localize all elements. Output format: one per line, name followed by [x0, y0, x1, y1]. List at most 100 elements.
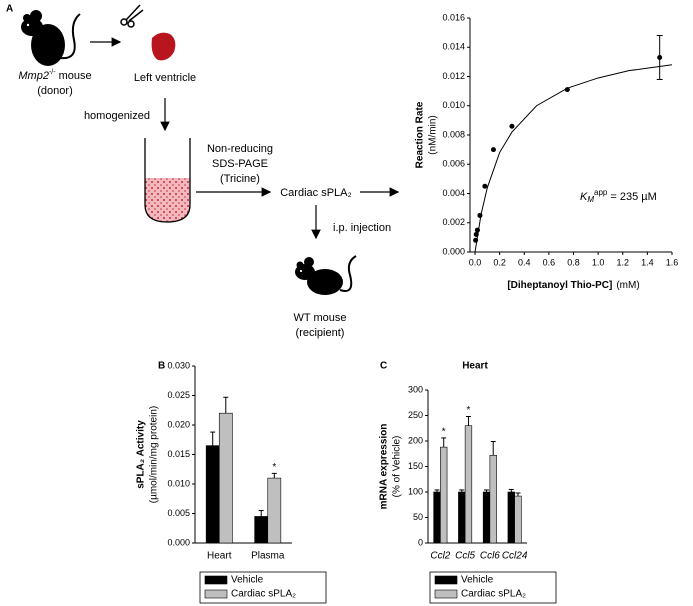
- legend-swatch: [434, 589, 458, 599]
- step-label: i.p. injection: [333, 222, 391, 234]
- x-axis-unit: (mM): [616, 280, 639, 291]
- y-tick-label: 0.030: [167, 360, 190, 370]
- donor-role: (donor): [37, 85, 72, 97]
- y-tick-label: 0.020: [167, 419, 190, 429]
- significance: *: [272, 462, 276, 473]
- step-label: (Tricine): [220, 173, 260, 185]
- y-tick-label: 0.008: [442, 129, 465, 139]
- y-axis-label: (µmol/min/mg protein): [149, 406, 160, 503]
- bar: [514, 495, 522, 544]
- data-point: [490, 147, 496, 153]
- x-tick-label: 1.4: [641, 257, 654, 267]
- data-point: [474, 227, 480, 233]
- data-point: [509, 123, 515, 129]
- x-tick-label: 0.2: [493, 257, 506, 267]
- y-axis-label: mRNA expression: [379, 424, 390, 510]
- bar: [464, 425, 473, 544]
- recipient-role: (recipient): [296, 327, 345, 339]
- y-tick-label: 0.012: [442, 71, 465, 81]
- annotation-rest: = 235 µM: [610, 191, 656, 203]
- bar: [218, 412, 233, 544]
- y-tick-label: 0.015: [167, 449, 190, 459]
- bar: [254, 516, 269, 544]
- annotation-sub: M: [587, 195, 594, 204]
- data-point: [477, 212, 483, 218]
- y-tick-label: 0.010: [167, 478, 190, 488]
- annotation-text: K: [580, 191, 588, 203]
- y-tick-label: 0.016: [442, 12, 465, 22]
- x-tick-label: 1.0: [592, 257, 605, 267]
- genotype: -/-: [49, 69, 56, 76]
- bar: [458, 491, 466, 544]
- tube-contents: [145, 178, 190, 222]
- chart-title: Heart: [462, 361, 488, 372]
- step-label: SDS-PAGE: [212, 158, 268, 170]
- heart-icon: [151, 32, 176, 61]
- y-tick-label: 0.014: [442, 42, 465, 52]
- tissue-label: Left ventricle: [134, 72, 196, 84]
- y-axis-label: Reaction Rate: [415, 101, 426, 168]
- y-tick-label: 50: [413, 512, 423, 522]
- y-tick-label: 0.025: [167, 390, 190, 400]
- x-tick-label: Ccl6: [480, 551, 500, 562]
- y-tick-label: 100: [408, 486, 423, 496]
- donor-text: mouse: [59, 70, 92, 82]
- data-point: [473, 231, 479, 237]
- scissors-icon: [120, 4, 144, 28]
- y-tick-label: 0.010: [442, 100, 465, 110]
- panel-label: C: [380, 361, 387, 372]
- x-tick-label: Heart: [207, 551, 232, 562]
- donor-label: Mmp2-/- mouse: [18, 69, 91, 82]
- x-axis-label: [Diheptanoyl Thio-PC] (mM): [507, 280, 639, 291]
- x-axis-title: [Diheptanoyl Thio-PC]: [507, 280, 612, 291]
- x-tick-label: Ccl5: [455, 551, 475, 562]
- y-tick-label: 0.002: [442, 217, 465, 227]
- fit-curve: [474, 64, 673, 253]
- y-axis-label: (% of Vehicle): [392, 436, 403, 498]
- legend-label: Vehicle: [231, 575, 264, 586]
- legend-label: Cardiac sPLA₂: [461, 589, 526, 600]
- bar: [267, 477, 282, 544]
- bar: [440, 446, 448, 544]
- significance: *: [467, 405, 471, 416]
- bar: [507, 491, 515, 544]
- step-label: Non-reducing: [207, 143, 273, 155]
- step-label: homogenized: [84, 110, 150, 122]
- bar: [433, 491, 441, 544]
- x-tick-label: 0.4: [518, 257, 531, 267]
- mouse-icon: [295, 255, 357, 295]
- bar: [205, 445, 220, 544]
- y-axis-label: sPLA₂ Activity: [136, 420, 147, 489]
- data-point: [564, 87, 570, 93]
- panel-label: A: [6, 4, 13, 15]
- x-tick-label: Plasma: [251, 551, 285, 562]
- legend-swatch: [204, 575, 228, 585]
- recipient-label: WT mouse: [294, 312, 347, 324]
- y-tick-label: 0: [418, 537, 423, 547]
- data-point: [657, 54, 663, 60]
- annotation: KMapp = 235 µM: [580, 188, 657, 204]
- x-tick-label: 1.6: [666, 257, 679, 267]
- tube: [144, 138, 191, 223]
- mouse-icon: [21, 10, 81, 66]
- x-tick-label: Ccl24: [502, 551, 528, 562]
- y-tick-label: 0.000: [442, 246, 465, 256]
- y-tick-label: 150: [408, 461, 423, 471]
- y-tick-label: 200: [408, 435, 423, 445]
- y-tick-label: 0.006: [442, 159, 465, 169]
- legend-swatch: [434, 575, 458, 585]
- x-tick-label: 0.8: [567, 257, 580, 267]
- y-tick-label: 0.000: [167, 537, 190, 547]
- x-tick-label: Ccl2: [430, 551, 450, 562]
- x-tick-label: 0.0: [469, 257, 482, 267]
- gene: Mmp2: [18, 70, 49, 82]
- data-point: [473, 237, 479, 243]
- panel-label: B: [158, 361, 165, 372]
- bar: [489, 454, 497, 544]
- product-label: Cardiac sPLA₂: [280, 187, 352, 199]
- y-axis-label: (nM/min): [428, 115, 439, 154]
- bar: [482, 491, 491, 544]
- y-tick-label: 0.005: [167, 508, 190, 518]
- data-point: [482, 183, 488, 189]
